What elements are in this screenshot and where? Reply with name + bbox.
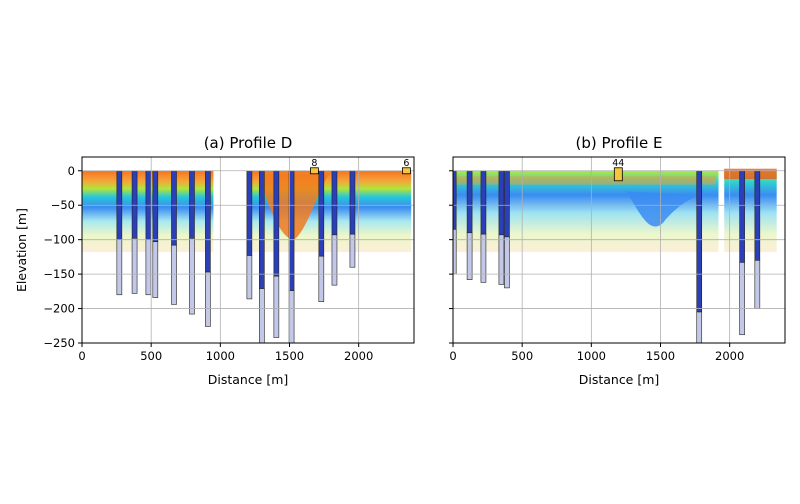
borehole-lower [739, 262, 745, 336]
y-tick-label: 0 [68, 164, 75, 178]
borehole-upper [152, 170, 159, 243]
surface-conductor [724, 168, 777, 180]
x-tick-label: 1000 [577, 349, 606, 363]
borehole-lower [171, 244, 177, 305]
well-label: 6 [403, 158, 409, 169]
borehole-lower [273, 275, 280, 338]
borehole-lower [754, 260, 761, 309]
x-tick-label: 0 [78, 349, 85, 363]
y-tick-label: −250 [43, 336, 75, 350]
x-tick-label: 500 [140, 349, 162, 363]
y-tick-label: −200 [43, 302, 75, 316]
panel-profile-e: (b) Profile E Distance [m] 44 0 500 1000 150… [449, 134, 786, 387]
conductive-band [453, 176, 716, 185]
borehole-upper [480, 170, 487, 235]
borehole-upper [754, 170, 761, 261]
borehole-upper [453, 170, 457, 230]
borehole-lower [189, 237, 195, 315]
borehole-lower [246, 255, 253, 300]
well-label: 8 [311, 158, 317, 169]
borehole-upper [273, 170, 280, 277]
x-axis-label: Distance [m] [579, 372, 660, 387]
borehole-lower [152, 241, 159, 298]
panel-title: (b) Profile E [576, 134, 663, 152]
borehole-lower [131, 237, 138, 294]
well-marker [309, 167, 319, 175]
x-tick-label: 1000 [206, 349, 235, 363]
borehole-upper [696, 170, 703, 313]
y-tick-label: −50 [51, 198, 75, 212]
borehole-lower [331, 234, 338, 286]
borehole-lower [466, 232, 473, 280]
data-gap [220, 170, 248, 254]
x-tick-label: 0 [449, 349, 456, 363]
plot-frame [452, 156, 786, 344]
x-tick-label: 2000 [344, 349, 373, 363]
borehole-upper [259, 170, 265, 289]
resistive-dip [625, 191, 702, 227]
y-tick-label: −100 [43, 233, 75, 247]
borehole-lower [504, 236, 510, 289]
panel-profile-d: (a) Profile D Distance [m] Elevation [m]… [14, 134, 415, 387]
borehole-upper [131, 170, 138, 239]
y-tick-label: −150 [43, 267, 75, 281]
borehole-upper [205, 170, 211, 273]
well-marker [401, 167, 411, 175]
y-axis-label: Elevation [m] [14, 208, 29, 292]
borehole-lower [498, 234, 505, 285]
borehole-lower [288, 290, 295, 343]
x-axis-label: Distance [m] [208, 372, 289, 387]
well-label: 44 [612, 158, 624, 169]
resistivity-section [82, 170, 412, 343]
borehole-upper [739, 170, 745, 263]
plot-area-profile-d: 8 6 0 500 1000 1500 2000 0 −50 −100 −150 −200 −250 [43, 156, 415, 363]
borehole-lower [480, 233, 487, 283]
resistivity-segment [724, 170, 777, 253]
plot-frame [81, 156, 415, 344]
borehole-upper [171, 170, 177, 246]
borehole-lower [318, 255, 325, 302]
borehole-upper [466, 170, 473, 234]
borehole-lower [116, 239, 123, 296]
borehole-upper [189, 170, 195, 239]
plot-area-profile-e: 44 0 500 1000 1500 2000 [449, 156, 786, 363]
x-tick-label: 1500 [646, 349, 675, 363]
borehole-upper [331, 170, 338, 236]
x-tick-label: 2000 [715, 349, 744, 363]
panel-title: (a) Profile D [204, 134, 293, 152]
resistivity-section [453, 167, 777, 343]
x-tick-label: 500 [511, 349, 533, 363]
borehole-upper [498, 170, 505, 236]
borehole-lower [349, 233, 356, 268]
well-marker [613, 167, 623, 182]
borehole-lower [259, 288, 265, 343]
borehole-upper [318, 170, 325, 257]
borehole-lower [696, 311, 703, 343]
borehole-lower [205, 271, 211, 327]
borehole-upper [504, 170, 510, 238]
data-gap [718, 167, 725, 257]
x-tick-label: 1500 [275, 349, 304, 363]
borehole-upper [349, 170, 356, 235]
borehole-lower [145, 239, 152, 296]
borehole-upper [246, 170, 253, 256]
borehole-lower [453, 229, 457, 275]
